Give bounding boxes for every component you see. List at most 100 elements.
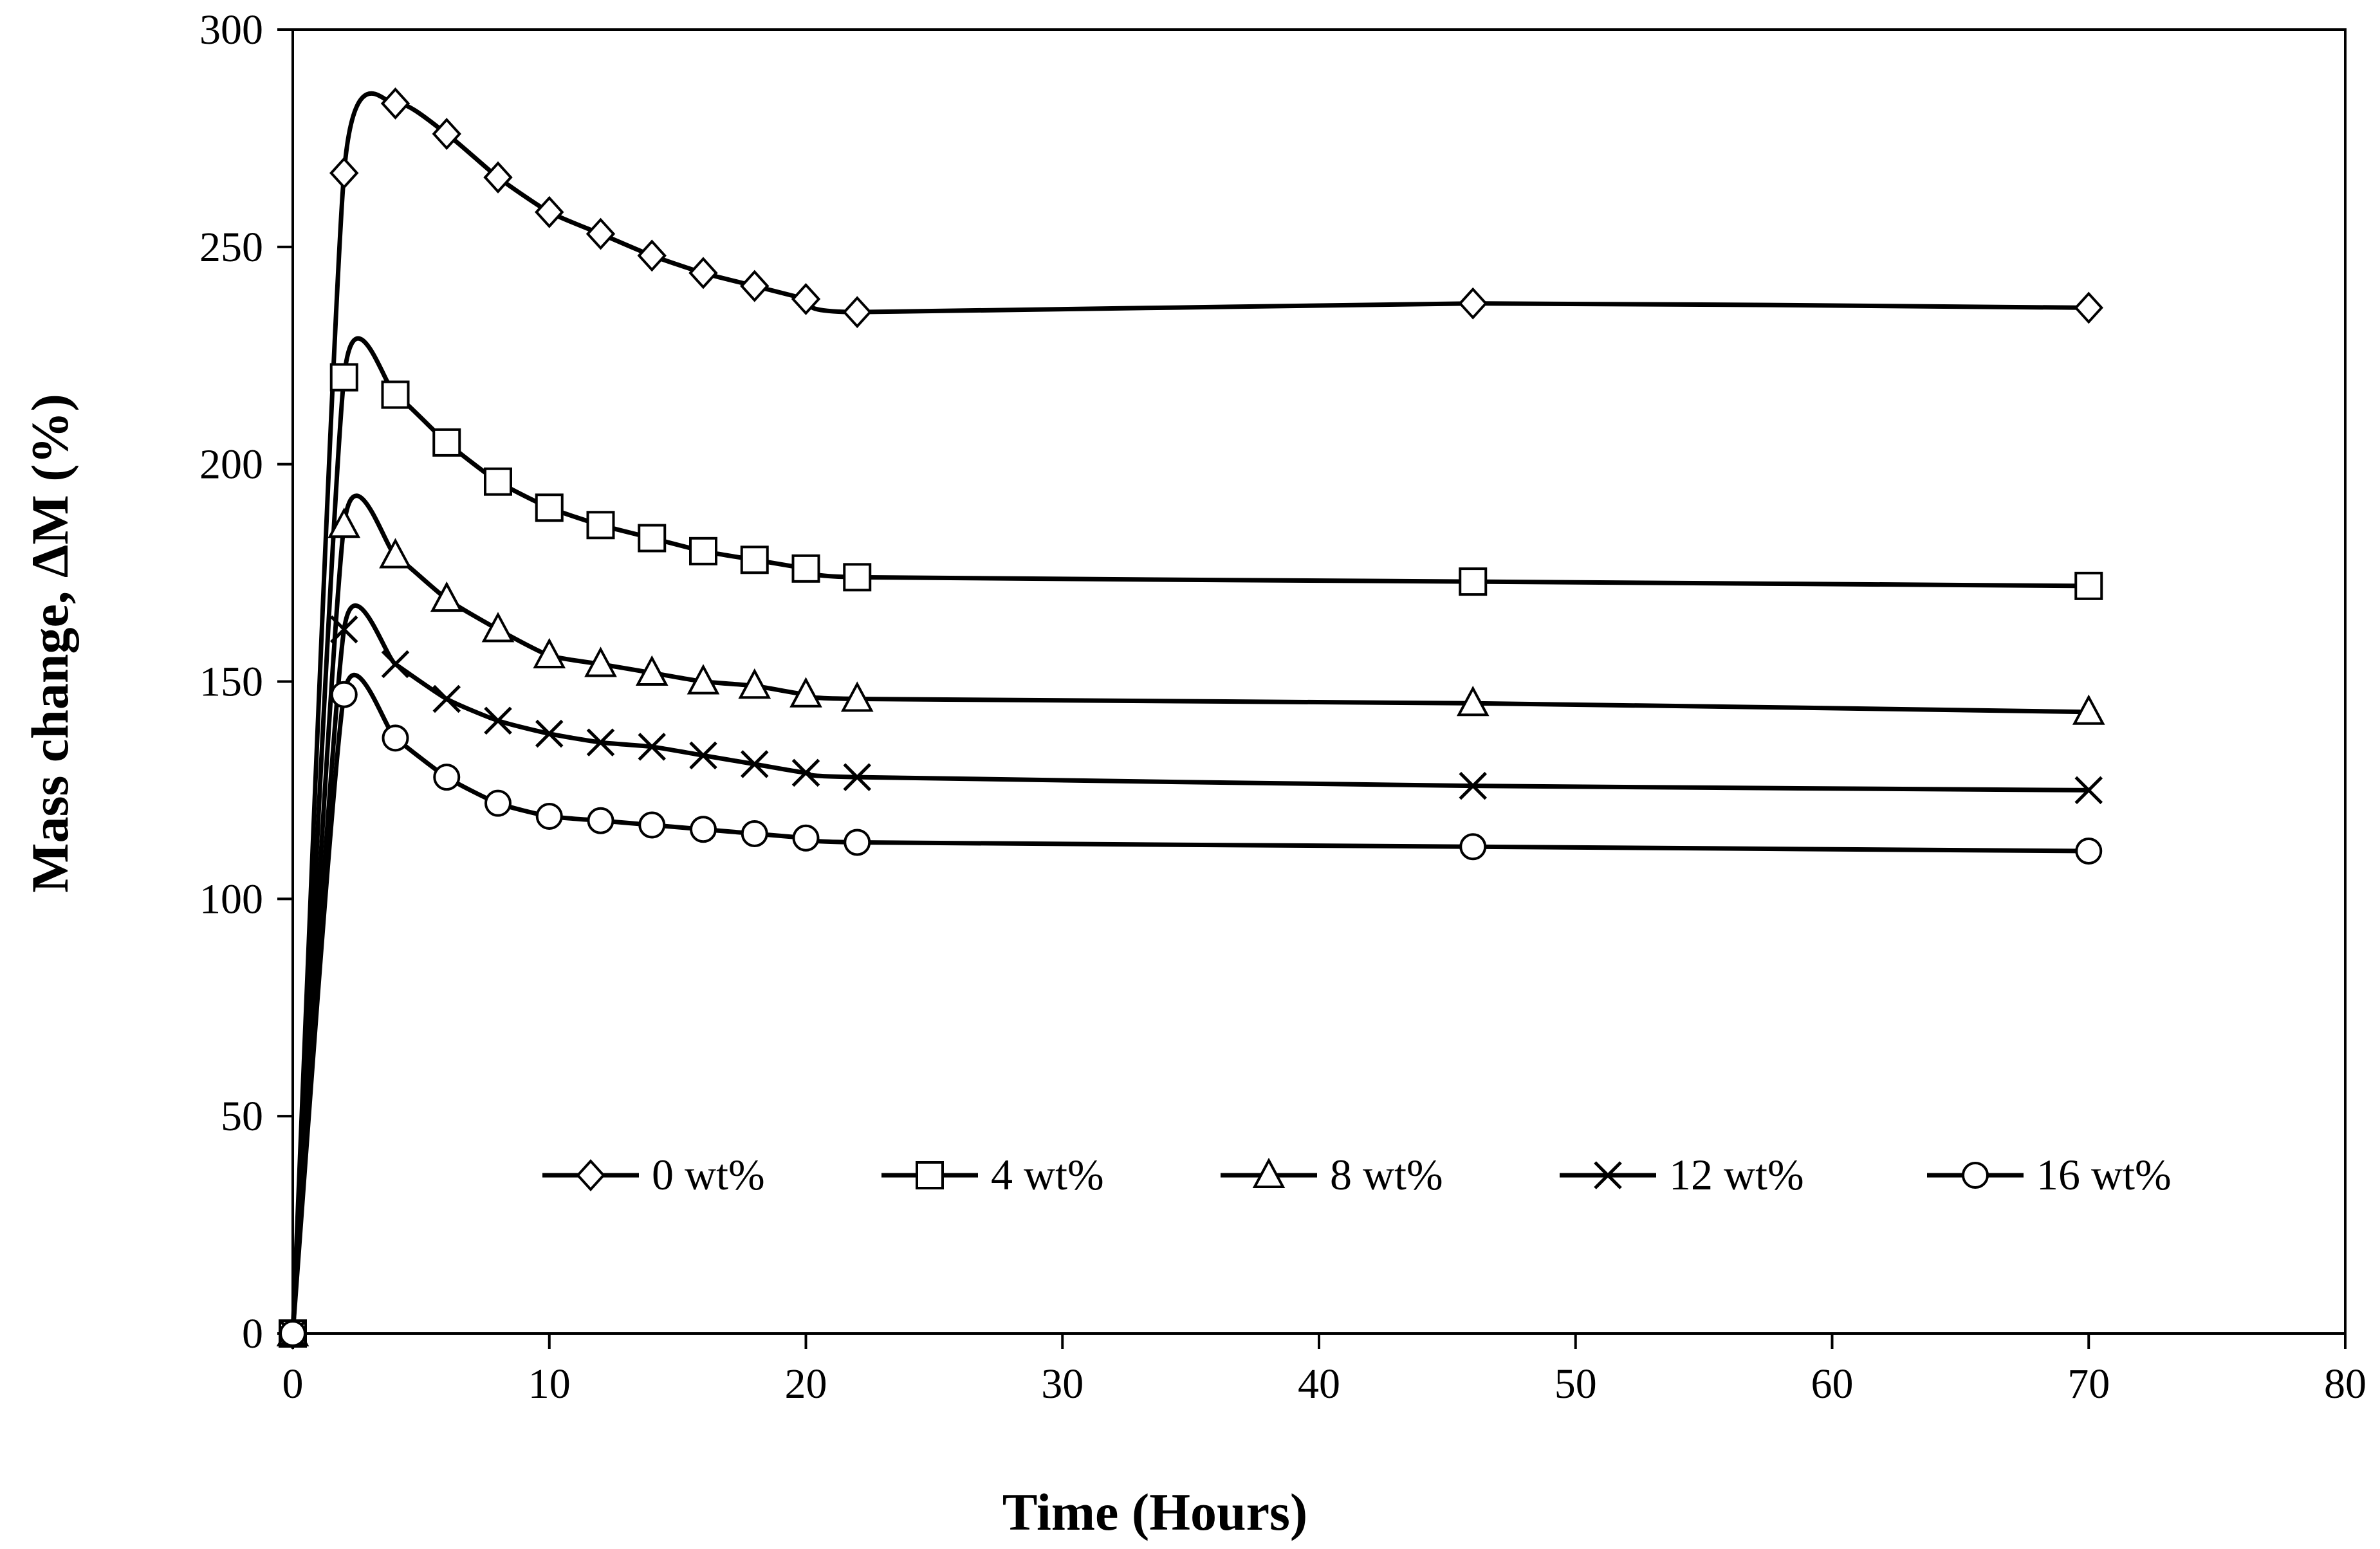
legend-label: 12 wt%: [1669, 1150, 1804, 1199]
data-point: [381, 380, 410, 409]
data-point: [329, 615, 358, 644]
x-tick-label: 10: [528, 1361, 571, 1407]
data-point: [432, 684, 461, 713]
legend-marker: [1962, 1162, 1989, 1189]
data-point: [843, 763, 872, 791]
data-point: [2074, 291, 2103, 324]
x-tick-label: 20: [785, 1361, 827, 1407]
data-point: [789, 677, 822, 708]
x-tick-label: 60: [1811, 1361, 1854, 1407]
data-point: [380, 87, 411, 120]
data-point: [738, 668, 771, 699]
data-point: [484, 706, 512, 735]
data-point: [792, 824, 820, 852]
legend-marker: [1252, 1157, 1286, 1188]
x-tick-label: 50: [1554, 1361, 1597, 1407]
data-point: [689, 536, 717, 565]
data-point: [690, 816, 717, 843]
y-tick-label: 100: [199, 875, 263, 922]
legend-item: 8 wt%: [1221, 1150, 1443, 1199]
data-point: [379, 538, 412, 569]
legend-item: 12 wt%: [1560, 1150, 1804, 1199]
series-8-wt: [276, 493, 2105, 1346]
legend-item: 4 wt%: [881, 1150, 1104, 1199]
legend-label: 4 wt%: [991, 1150, 1104, 1199]
data-point: [843, 563, 872, 592]
data-point: [483, 161, 513, 194]
x-axis-title: Time (Hours): [1002, 1483, 1308, 1541]
x-axis-ticks: 0 10 20 30 40 50 60 70 80: [282, 1334, 2366, 1407]
y-axis-ticks: 0 50 100 150 200 250 300: [199, 6, 293, 1357]
data-point: [1458, 287, 1488, 320]
data-point: [844, 829, 871, 856]
data-point: [433, 764, 461, 791]
x-tick-label: 30: [1041, 1361, 1084, 1407]
series-layer: [276, 87, 2105, 1350]
data-point: [535, 719, 564, 748]
series-12-wt: [279, 603, 2103, 1348]
data-point: [535, 196, 564, 228]
data-point: [584, 646, 617, 677]
data-point: [481, 612, 515, 643]
data-point: [327, 508, 361, 538]
data-point: [2074, 571, 2103, 600]
data-point: [533, 637, 566, 668]
data-point: [740, 545, 769, 574]
x-tick-label: 80: [2324, 1361, 2366, 1407]
data-point: [638, 811, 666, 839]
data-point: [329, 363, 358, 392]
legend-label: 8 wt%: [1330, 1150, 1443, 1199]
data-point: [791, 554, 820, 583]
data-point: [638, 733, 667, 761]
data-point: [329, 156, 359, 189]
data-point: [741, 820, 768, 847]
data-point: [842, 296, 872, 329]
data-point: [840, 681, 874, 712]
legend-marker: [916, 1161, 944, 1189]
legend: 0 wt% 4 wt% 8 wt% 12 wt% 16 wt%: [542, 1150, 2172, 1199]
data-point: [382, 724, 409, 752]
legend-label: 16 wt%: [2036, 1150, 2172, 1199]
y-tick-label: 150: [199, 659, 263, 706]
data-point: [689, 741, 717, 770]
data-point: [637, 239, 667, 272]
y-tick-label: 200: [199, 441, 263, 488]
data-point: [791, 758, 820, 787]
legend-marker: [1594, 1161, 1622, 1189]
data-point: [740, 750, 769, 778]
legend-label: 0 wt%: [652, 1150, 765, 1199]
data-point: [638, 524, 667, 553]
data-point: [1459, 567, 1488, 596]
data-point: [587, 807, 614, 834]
data-point: [687, 664, 720, 695]
y-tick-label: 50: [221, 1093, 263, 1140]
x-tick-label: 70: [2067, 1361, 2110, 1407]
data-point: [2075, 838, 2103, 865]
data-point: [635, 655, 669, 686]
data-point: [688, 257, 718, 289]
y-axis-title: Mass change, ΔM (%): [21, 394, 79, 893]
data-point: [535, 802, 563, 830]
data-point: [586, 217, 616, 250]
x-tick-label: 40: [1298, 1361, 1340, 1407]
y-tick-label: 0: [242, 1310, 263, 1357]
data-point: [740, 270, 770, 302]
data-point: [279, 1320, 306, 1347]
data-point: [791, 282, 821, 315]
x-tick-label: 0: [282, 1361, 304, 1407]
data-point: [2072, 694, 2105, 725]
data-point: [381, 650, 410, 679]
legend-item: 16 wt%: [1927, 1150, 2172, 1199]
y-tick-label: 250: [199, 224, 263, 271]
series-16-wt: [279, 673, 2103, 1347]
data-point: [432, 428, 461, 457]
data-point: [2074, 776, 2103, 805]
data-point: [1459, 833, 1487, 861]
legend-marker: [576, 1159, 605, 1191]
data-point: [432, 118, 461, 151]
data-point: [430, 581, 463, 612]
series-line: [290, 91, 2089, 1334]
data-point: [535, 493, 564, 522]
legend-item: 0 wt%: [542, 1150, 765, 1199]
